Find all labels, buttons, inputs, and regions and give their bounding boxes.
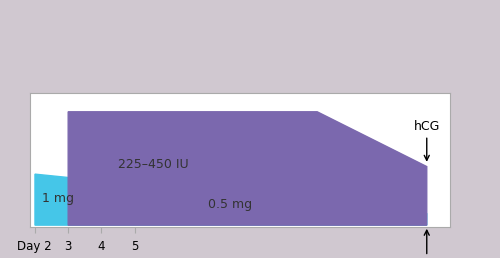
Text: Day 2: Day 2 bbox=[16, 239, 51, 253]
Polygon shape bbox=[68, 112, 427, 225]
Text: 1 mg: 1 mg bbox=[42, 192, 74, 205]
Text: 5: 5 bbox=[131, 239, 138, 253]
Text: 4: 4 bbox=[98, 239, 105, 253]
Text: 225–450 IU: 225–450 IU bbox=[118, 158, 188, 171]
Text: 3: 3 bbox=[64, 239, 72, 253]
Text: 0.5 mg: 0.5 mg bbox=[208, 198, 252, 211]
Polygon shape bbox=[35, 174, 427, 225]
Text: Retrieval: Retrieval bbox=[399, 230, 454, 258]
Text: hCG: hCG bbox=[414, 119, 440, 160]
